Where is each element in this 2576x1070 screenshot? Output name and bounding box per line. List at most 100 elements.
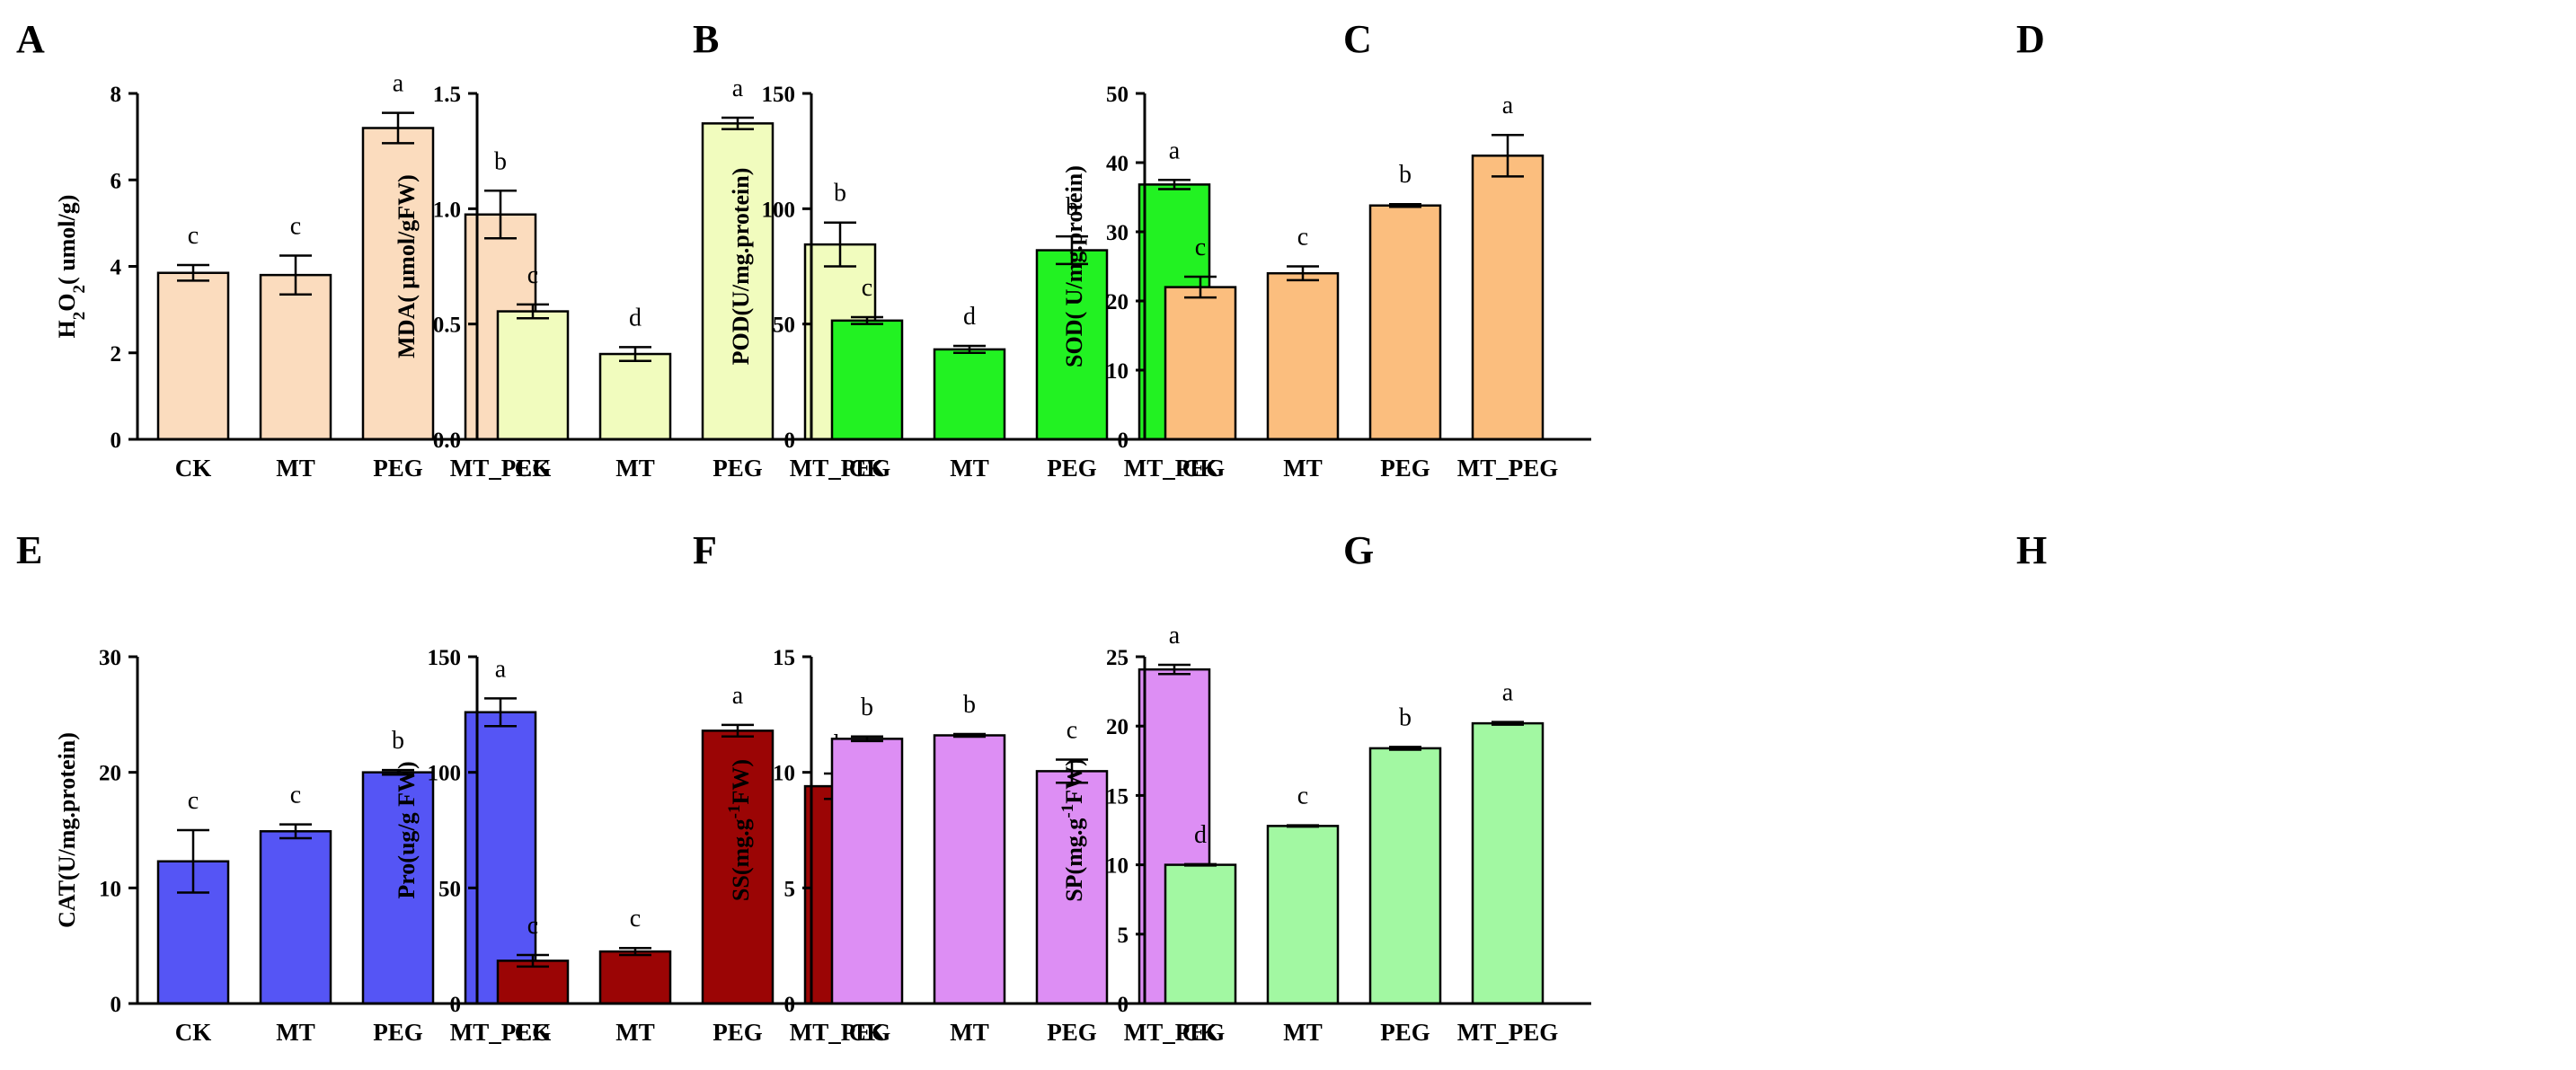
y-tick-label: 1.5	[433, 83, 461, 107]
y-tick-label: 50	[773, 314, 795, 338]
x-tick-label: MT	[615, 455, 655, 482]
y-axis-label-sup: -1	[725, 804, 744, 818]
bar	[933, 734, 1006, 1005]
panel-h: H 0 5 10 15 20 25 d CK c MT b PEG a MT_PEG SP(mg.g-1FW)	[1058, 528, 2048, 1046]
x-tick-label: PEG	[1047, 1019, 1097, 1046]
significance-letter: b	[834, 180, 846, 208]
error-bar	[484, 697, 517, 728]
x-tick-label: MT_PEG	[1457, 1019, 1559, 1046]
significance-letter: a	[1169, 137, 1181, 164]
y-tick-label: 5	[784, 877, 796, 901]
x-tick-label: PEG	[713, 455, 763, 482]
y-axis-label-main: POD(U/mg.protein)	[728, 168, 754, 366]
significance-letter: a	[393, 70, 404, 98]
x-tick-label: MT_PEG	[1457, 455, 1559, 482]
panel-letter: C	[1343, 17, 1372, 61]
y-tick-label: 150	[428, 646, 462, 670]
x-tick-label: MT	[1283, 455, 1323, 482]
error-bar	[851, 315, 883, 325]
y-tick-label: 0.5	[433, 314, 461, 338]
bar	[701, 730, 775, 1005]
y-tick-label: 20	[1106, 715, 1129, 739]
error-bar	[619, 946, 651, 957]
bar	[1368, 204, 1442, 441]
bar	[1471, 721, 1545, 1005]
significance-letter: b	[1399, 703, 1412, 731]
bar	[259, 273, 332, 441]
significance-letter: c	[1297, 783, 1308, 810]
y-axis-label: SP(mg.g-1FW)	[1058, 758, 1088, 902]
y-tick-label: 0	[1118, 429, 1129, 453]
y-tick-label: 0	[784, 429, 796, 453]
y-tick-label: 0	[450, 993, 462, 1017]
error-bar	[517, 303, 549, 320]
significance-letter: b	[494, 147, 507, 175]
y-tick-label: 30	[1106, 221, 1129, 245]
x-tick-label: MT_PEG	[790, 455, 891, 482]
y-tick-label: 25	[1106, 646, 1129, 670]
y-tick-label: 15	[1106, 784, 1129, 809]
bar	[830, 319, 904, 441]
error-bar	[177, 828, 209, 894]
significance-letter: a	[732, 75, 744, 102]
error-bar	[721, 116, 754, 131]
x-tick-label: MT_PEG	[450, 455, 552, 482]
y-tick-label: 15	[773, 646, 795, 670]
x-tick-label: MT	[1283, 1019, 1323, 1046]
error-bar	[382, 768, 414, 776]
y-axis-label: MDA( μmol/gFW)	[394, 174, 420, 358]
x-tick-label: MT	[276, 1019, 315, 1046]
panel-letter: D	[2016, 17, 2045, 61]
y-axis-label-main: SOD( U/mg.protein)	[1061, 165, 1087, 367]
y-tick-label: 6	[111, 169, 122, 193]
significance-letter: c	[630, 905, 641, 933]
x-tick-label: MT_PEG	[1124, 1019, 1226, 1046]
bar	[1035, 770, 1109, 1005]
significance-letter: b	[963, 691, 976, 719]
y-tick-label: 10	[1106, 359, 1129, 384]
y-axis-label-rest: FW)	[728, 759, 754, 805]
y-tick-label: 0	[111, 993, 122, 1017]
x-tick-label: PEG	[1380, 1019, 1430, 1046]
x-tick-label: CK	[515, 455, 552, 482]
y-axis-label-main: H	[54, 320, 80, 338]
y-tick-label: 0.0	[433, 429, 461, 453]
bar	[1164, 286, 1237, 441]
error-bar	[953, 732, 986, 738]
y-axis-label-rest: ( umol/g)	[54, 195, 80, 285]
panel-letter: G	[1343, 528, 1374, 572]
bar	[830, 738, 904, 1005]
significance-letter: c	[1195, 234, 1206, 261]
bar	[496, 310, 570, 441]
error-bar	[1056, 758, 1088, 784]
y-tick-label: 20	[99, 762, 121, 786]
panel-letter: A	[16, 17, 45, 61]
x-tick-label: PEG	[1380, 455, 1430, 482]
significance-letter: b	[392, 727, 404, 755]
y-axis-label-main: Pro(ug/g FW)	[394, 761, 420, 898]
x-tick-label: CK	[849, 455, 886, 482]
significance-letter: d	[1194, 821, 1207, 849]
significance-letter: c	[290, 782, 301, 809]
panel-letter: F	[693, 528, 717, 572]
significance-letter: c	[527, 912, 538, 940]
significance-letter: a	[1502, 92, 1514, 119]
significance-letter: d	[629, 304, 642, 332]
x-tick-label: MT_PEG	[790, 1019, 891, 1046]
significance-letter: a	[1169, 622, 1181, 650]
panel-letter: E	[16, 528, 42, 572]
error-bar	[1389, 202, 1421, 208]
error-bar	[382, 111, 414, 145]
bar	[701, 122, 775, 441]
x-tick-label: PEG	[373, 455, 423, 482]
error-bar	[1287, 265, 1319, 282]
y-tick-label: 1.0	[433, 198, 461, 222]
panel-c: C050100150cCKdMTbPEGaMT_PEGPOD(U/mg.prot…	[728, 17, 1372, 482]
y-tick-label: 5	[1118, 924, 1129, 948]
bar	[259, 830, 332, 1005]
y-axis-label-sup: -1	[1058, 804, 1077, 818]
panel-letter: B	[693, 17, 719, 61]
error-bar	[851, 735, 883, 743]
